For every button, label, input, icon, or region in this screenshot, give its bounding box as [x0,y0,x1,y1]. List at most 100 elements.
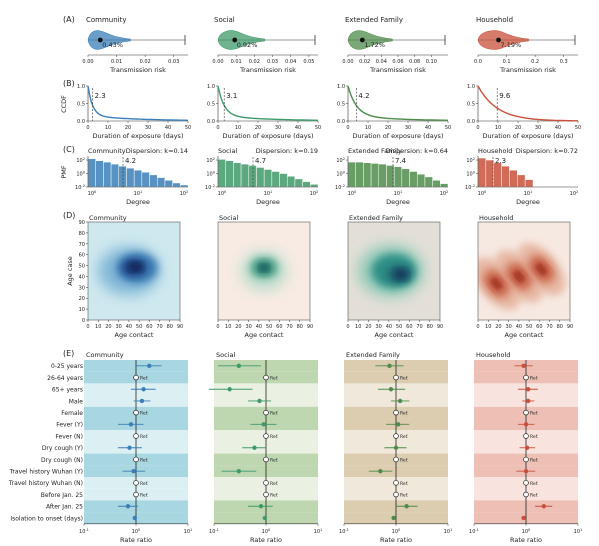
tick-label-y: 30 [79,285,85,291]
tick-label-y: 0.5 [77,102,85,108]
tick-label-x: 0.2 [531,59,539,65]
tick-label-x: 30 [505,324,511,330]
tick-label-y: 100 [466,171,475,178]
tick-label-y: 20 [79,296,85,302]
estimate-point [378,468,383,474]
row-label: Before Jan. 25 [41,492,83,499]
tick-label-x: 30 [405,125,411,131]
degree-bar [126,167,135,188]
tick-label-x: 60 [276,324,282,330]
tick-label-x: 20 [125,125,131,131]
tick-label-x: 0 [476,324,479,330]
tick-label-y: 1.0 [207,84,215,90]
dispersion-label: Dispersion: k=0.14 [126,147,188,155]
tick-label-y: 0.5 [337,102,345,108]
tick-label-y: 10-2 [335,184,345,191]
reference-point [263,491,269,498]
reference-point [523,491,529,498]
degree-bar [509,169,518,188]
estimate-point [521,515,526,521]
tick-label-x: 20 [255,125,261,131]
tick-label-x: 100 [262,528,271,535]
tick-label-x: 70 [286,324,292,330]
tick-label-y: 1.0 [467,84,475,90]
estimate-point [524,445,530,450]
tick-label-x: 0.0 [474,59,482,65]
degree-bar [493,162,502,188]
ccdf-line [477,85,578,122]
degree-bar [164,180,173,188]
tick-label-y: 100 [76,171,85,178]
axis-label-x: Rate ratio [250,536,282,544]
tick-label-x: 20 [105,324,111,330]
axis-label-y: PMF [60,165,68,179]
tick-label-x: 90 [307,324,313,330]
degree-bar [248,165,257,188]
title-community-a: Community [86,16,127,24]
degree-bar [485,159,494,188]
tick-label-x: 30 [145,125,151,131]
tick-label-x: 101 [184,528,193,535]
tick-label-x: 40 [555,125,561,131]
row-label: Dry cough (Y) [42,445,83,452]
estimate-point [525,387,531,392]
mean-label: 4.2 [358,92,369,100]
setting-title: Community [86,351,124,359]
reference-label: Ref. [270,411,278,417]
tick-label-x: 50 [575,125,581,131]
violin-mean-label: 0.43% [102,41,123,49]
violin-body [87,30,131,50]
estimate-point [541,504,547,509]
tick-label-x: 0.05 [303,59,314,65]
axis-label-x: Duration of exposure (days) [353,132,444,140]
axis-label-x: Transmission risk [369,66,426,74]
tick-label-x: 50 [185,125,191,131]
setting-title: Household [476,351,510,359]
reference-point [523,374,529,381]
tick-label-x: 80 [557,324,563,330]
estimate-point [147,363,152,369]
tick-label-x: 100 [478,190,487,197]
degree-bar [378,163,387,188]
reference-label: Ref. [530,411,538,417]
setting-title: Social [216,351,235,359]
tick-label-x: 40 [126,324,132,330]
reference-point [263,409,269,416]
violin-body [477,30,529,50]
reference-point [263,374,269,381]
tick-label-y: 40 [79,274,85,280]
degree-bar [217,159,226,188]
tick-label-y: 80 [79,231,85,237]
tick-label-x: 60 [146,324,152,330]
reference-point [133,491,139,498]
setting-title: Household [478,147,512,155]
tick-label-y: 0.5 [207,102,215,108]
tick-label-x: 40 [425,125,431,131]
tick-label-x: 10 [235,125,241,131]
tick-label-x: 80 [167,324,173,330]
tick-label-x: 20 [235,324,241,330]
tick-label-x: 20 [385,125,391,131]
reference-point [263,433,269,439]
panel-letter-c: (C) [63,145,75,154]
tick-label-x: 0.08 [409,59,420,65]
estimate-point [525,398,531,404]
reference-label: Ref. [400,493,408,499]
reference-point [393,374,399,381]
reference-label: Ref. [140,481,148,487]
degree-bar [363,162,372,188]
heatmap-frame [347,221,441,321]
tick-label-x: 50 [445,125,451,131]
reference-point [393,456,399,463]
violin-mean-label: 0.92% [237,41,258,49]
tick-label-y: 1.0 [337,84,345,90]
tick-label-y: 1.0 [77,84,85,90]
tick-label-x: 0.00 [82,59,93,65]
tick-label-x: 30 [115,324,121,330]
degree-bar [524,179,534,188]
tick-label-y: 90 [79,220,85,226]
tick-label-x: 100 [392,528,401,535]
estimate-point [261,422,266,427]
degree-bar [103,161,112,188]
